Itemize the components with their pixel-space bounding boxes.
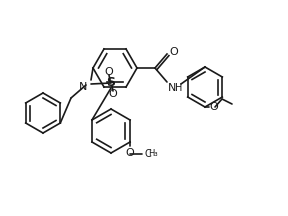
Text: S: S xyxy=(107,76,115,89)
Text: N: N xyxy=(79,82,87,92)
Text: O: O xyxy=(126,148,134,158)
Text: N: N xyxy=(168,83,176,93)
Text: O: O xyxy=(105,67,113,77)
Text: O: O xyxy=(169,47,178,57)
Text: H: H xyxy=(175,83,182,93)
Text: C: C xyxy=(144,149,151,159)
Text: O: O xyxy=(209,102,218,112)
Text: O: O xyxy=(109,89,118,99)
Text: H₃: H₃ xyxy=(148,149,158,159)
